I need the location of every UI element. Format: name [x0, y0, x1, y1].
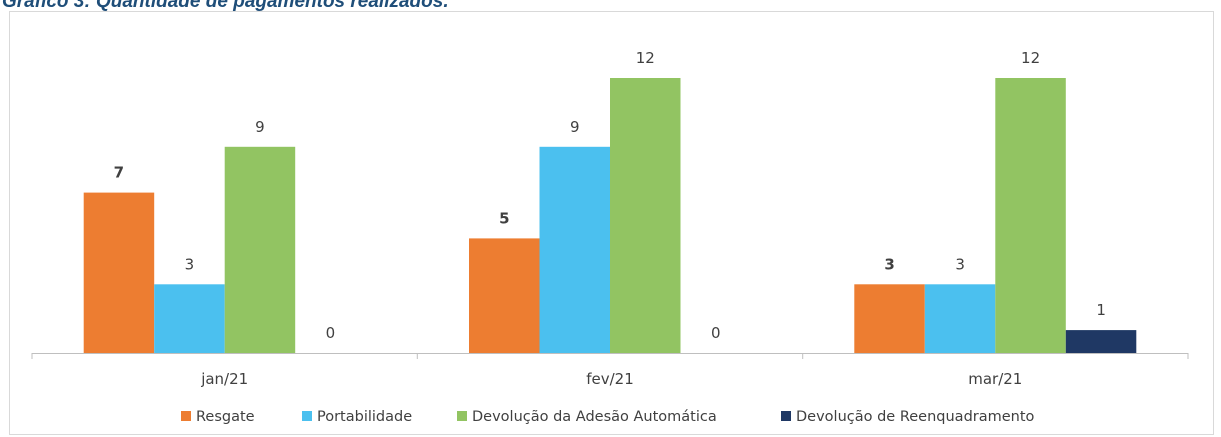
legend-item-3: Devolução da Adesão Automática: [457, 409, 717, 425]
bar-1-1: [83, 192, 155, 353]
data-label: 0: [326, 324, 336, 342]
bars-layer: [83, 78, 1137, 354]
legend-label: Portabilidade: [317, 409, 412, 425]
legend-swatch: [181, 411, 191, 421]
x-tick-label: jan/21: [200, 370, 248, 388]
data-label: 0: [711, 324, 721, 342]
data-label: 3: [955, 255, 965, 273]
data-label: 7: [114, 164, 124, 182]
bar-4-3: [1065, 330, 1137, 353]
bar-2-3: [924, 284, 996, 354]
bar-2-1: [154, 284, 225, 354]
legend-swatch: [781, 411, 791, 421]
data-label: 1: [1096, 301, 1106, 319]
legend-item-2: Portabilidade: [302, 409, 412, 425]
data-label: 9: [255, 118, 265, 136]
data-label: 12: [636, 49, 655, 67]
x-tick-label: mar/21: [968, 370, 1022, 388]
data-label: 3: [185, 255, 195, 273]
x-tick-label: fev/21: [586, 370, 634, 388]
legend-item-4: Devolução de Reenquadramento: [781, 409, 1035, 425]
legend-item-1: Resgate: [181, 409, 255, 425]
data-label: 5: [499, 209, 509, 227]
bar-1-2: [469, 238, 540, 353]
legend: Resgate Portabilidade Devolução da Adesão …: [181, 409, 1035, 425]
legend-label: Devolução de Reenquadramento: [796, 409, 1035, 425]
bar-1-3: [854, 284, 925, 354]
legend-swatch: [457, 411, 467, 421]
x-axis: jan/21 fev/21 mar/21: [31, 353, 1189, 388]
data-label: 12: [1021, 49, 1040, 67]
bar-3-2: [610, 78, 681, 353]
legend-label: Devolução da Adesão Automática: [472, 409, 717, 425]
chart-frame: [9, 11, 1214, 435]
data-labels-layer: 7 5 3 3 9 3 9 12 12 0 0 1: [114, 49, 1106, 342]
bar-2-2: [539, 146, 610, 354]
legend-swatch: [302, 411, 312, 421]
chart-title: Gráfico 3: Quantidade de pagamentos real…: [2, 0, 449, 12]
data-label: 3: [884, 255, 894, 273]
legend-label: Resgate: [196, 409, 255, 425]
bar-3-1: [224, 146, 296, 354]
data-label: 9: [570, 118, 580, 136]
bar-3-3: [995, 78, 1066, 353]
